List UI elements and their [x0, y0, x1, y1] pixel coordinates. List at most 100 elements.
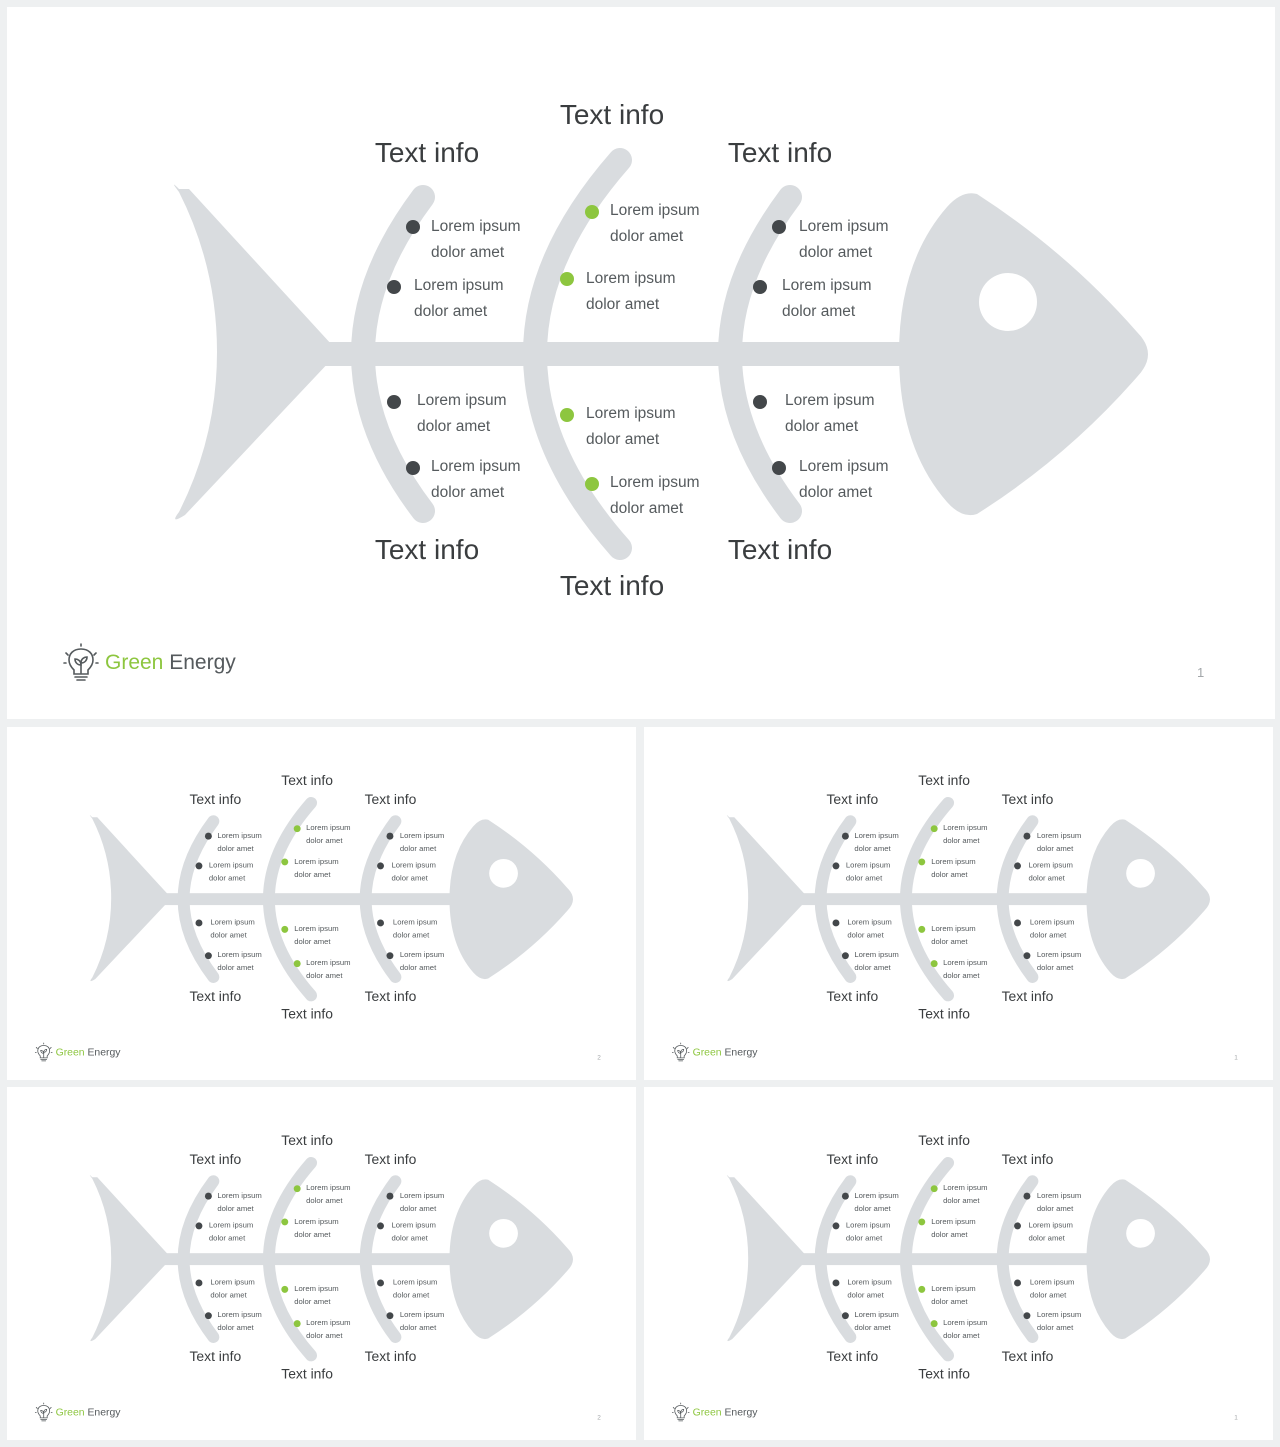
bullet-dot	[832, 1279, 840, 1287]
brand-word-green: Green	[55, 1406, 85, 1418]
fish-head	[449, 819, 574, 980]
bullet-dot	[1023, 832, 1031, 840]
fishbone-diagram	[726, 1156, 1211, 1362]
list-item: Lorem ipsum dolor amet	[943, 958, 988, 980]
brand-word-energy: Energy	[724, 1046, 758, 1058]
fish-spine	[325, 342, 915, 366]
bullet-dot	[772, 220, 786, 234]
bullet-dot	[930, 960, 938, 968]
fish-skeleton	[89, 1156, 574, 1362]
bullet-dot	[832, 1222, 840, 1230]
lightbulb-leaf-icon	[34, 1402, 53, 1422]
rib-right	[996, 815, 1039, 983]
fish-head	[449, 1179, 574, 1340]
bullet-dot	[1023, 952, 1031, 960]
fish-skeleton	[726, 796, 1211, 1002]
list-item: Lorem ipsum dolor amet	[943, 1183, 988, 1205]
list-item: Lorem ipsum dolor amet	[586, 270, 676, 313]
label-bottom-right: Text info	[1001, 988, 1054, 1004]
fish-head	[1086, 819, 1211, 980]
list-item: Lorem ipsum dolor amet	[306, 823, 351, 845]
list-item: Lorem ipsum dolor amet	[845, 1220, 891, 1243]
fish-spine	[801, 893, 1095, 906]
slide-content: Text info Text info Text info Text info …	[644, 727, 1273, 1080]
list-item: Lorem ipsum dolor amet	[217, 1310, 262, 1332]
label-bottom-left: Text info	[189, 1348, 242, 1364]
rib-left	[177, 1175, 220, 1343]
bullet-dot	[293, 960, 301, 968]
slide-thumbnail-2[interactable]: Text info Text info Text info Text info …	[644, 727, 1273, 1080]
fishbone-diagram	[726, 796, 1211, 1002]
fish-skeleton	[89, 796, 574, 1002]
list-item: Lorem ipsum dolor amet	[417, 392, 507, 435]
bullet-dot	[293, 1320, 301, 1328]
list-item: Lorem ipsum dolor amet	[399, 950, 445, 972]
list-item: Lorem ipsum dolor amet	[392, 1277, 438, 1300]
slide-thumbnail-4[interactable]: Text info Text info Text info Text info …	[644, 1087, 1273, 1440]
brand-name: Green Energy	[693, 1046, 758, 1058]
bullet-dot	[841, 1312, 849, 1320]
list-item: Lorem ipsum dolor amet	[1029, 1277, 1075, 1300]
fish-tail	[89, 1175, 169, 1342]
bullet-dot	[930, 1320, 938, 1328]
bullet-dot	[204, 832, 212, 840]
bullet-dot	[930, 1185, 938, 1193]
lightbulb-leaf-icon	[34, 1042, 53, 1062]
lightbulb-leaf-icon	[671, 1402, 690, 1422]
slide-thumbnail-1[interactable]: Text info Text info Text info Text info …	[7, 727, 636, 1080]
bullet-dot	[195, 862, 203, 870]
list-item: Lorem ipsum dolor amet	[210, 917, 255, 940]
label-top-center: Text info	[918, 772, 970, 789]
bullet-dot	[832, 862, 840, 870]
bullet-dot	[387, 280, 401, 294]
label-bottom-left: Text info	[826, 1348, 879, 1364]
bullet-dot	[387, 395, 401, 409]
list-item: Lorem ipsum dolor amet	[294, 1284, 339, 1306]
label-top-right: Text info	[1001, 1151, 1054, 1167]
list-item: Lorem ipsum dolor amet	[782, 277, 872, 320]
list-item: Lorem ipsum dolor amet	[294, 1217, 339, 1239]
bullet-dot	[281, 925, 289, 933]
bullet-dot	[753, 280, 767, 294]
label-top-left: Text info	[374, 137, 480, 168]
bullet-dot	[1014, 862, 1022, 870]
brand-logo: Green Energy	[34, 1042, 120, 1062]
label-bottom-right: Text info	[364, 988, 417, 1004]
bullet-dot	[930, 825, 938, 833]
bullet-dot	[195, 919, 203, 927]
fish-tail	[89, 815, 169, 982]
bullet-dot	[1014, 919, 1022, 927]
list-item: Lorem ipsum dolor amet	[1028, 1220, 1073, 1243]
list-item: Lorem ipsum dolor amet	[799, 218, 889, 261]
label-bottom-left: Text info	[826, 988, 879, 1004]
brand-logo: Green Energy	[671, 1402, 757, 1422]
list-item: Lorem ipsum dolor amet	[294, 857, 339, 879]
brand-logo: Green Energy	[63, 643, 236, 683]
list-item: Lorem ipsum dolor amet	[217, 831, 262, 853]
label-bottom-right: Text info	[1001, 1348, 1054, 1364]
label-top-right: Text info	[364, 791, 417, 807]
brand-word-green: Green	[692, 1046, 722, 1058]
rib-center	[262, 1156, 318, 1362]
fish-spine	[801, 1253, 1095, 1266]
bullet-dot	[204, 952, 212, 960]
brand-word-energy: Energy	[169, 651, 236, 674]
slide-thumbnail-3[interactable]: Text info Text info Text info Text info …	[7, 1087, 636, 1440]
list-item: Lorem ipsum dolor amet	[217, 950, 262, 972]
fish-skeleton	[174, 148, 1148, 560]
list-item: Lorem ipsum dolor amet	[854, 950, 899, 972]
rib-center	[262, 796, 318, 1002]
label-bottom-center: Text info	[559, 570, 665, 601]
fish-tail	[174, 184, 332, 520]
list-item: Lorem ipsum dolor amet	[610, 202, 700, 245]
list-item: Lorem ipsum dolor amet	[799, 458, 889, 501]
list-item: Lorem ipsum dolor amet	[1028, 860, 1073, 883]
list-item: Lorem ipsum dolor amet	[306, 1318, 351, 1340]
bullet-dot	[386, 952, 394, 960]
list-item: Lorem ipsum dolor amet	[217, 1191, 262, 1213]
slide-content: Text info Text info Text info Text info …	[7, 7, 1275, 719]
fish-tail	[726, 1175, 806, 1342]
label-bottom-center: Text info	[281, 1006, 333, 1022]
slide-content: Text info Text info Text info Text info …	[7, 727, 636, 1080]
list-item: Lorem ipsum dolor amet	[854, 1310, 899, 1332]
